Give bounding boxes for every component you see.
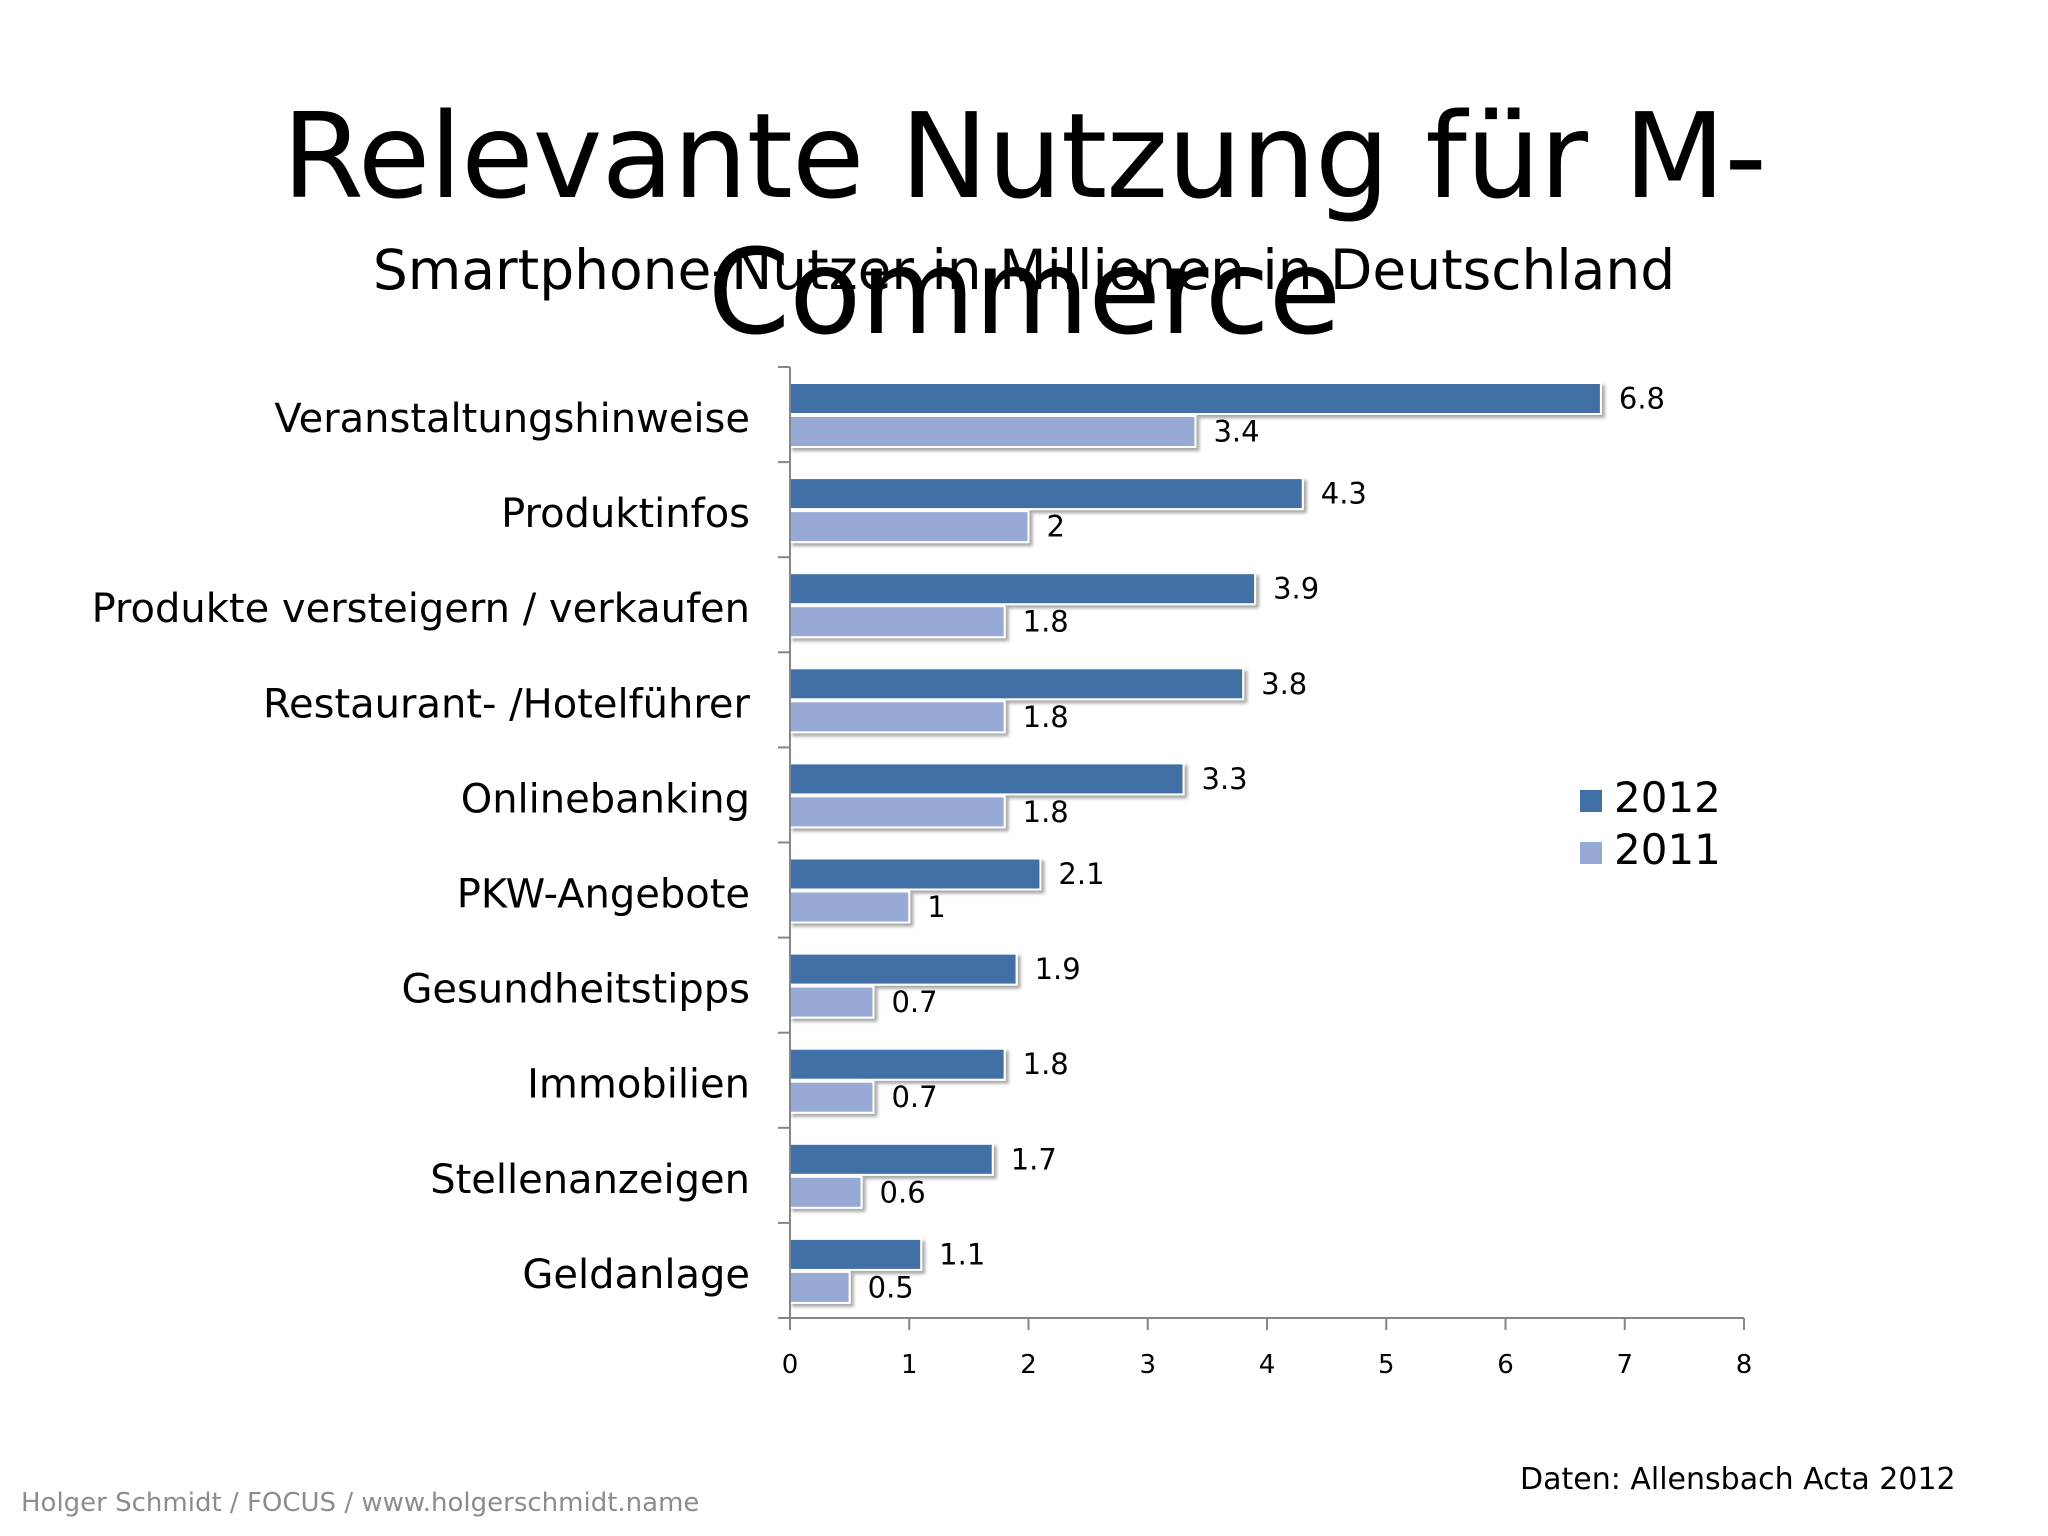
- data-label-2012-6: 2.1: [1058, 857, 1104, 891]
- data-source: Daten: Allensbach Acta 2012: [1520, 1462, 1956, 1497]
- data-label-2012-5: 3.3: [1202, 762, 1248, 796]
- slide-title: Relevante Nutzung für M-Commerce: [282, 87, 1767, 361]
- value-tick-label: 8: [1736, 1350, 1753, 1380]
- category-label-10: Geldanlage: [522, 1252, 750, 1298]
- category-label-3: Produkte versteigern / verkaufen: [92, 586, 750, 632]
- data-label-2011-4: 1.8: [1023, 700, 1069, 734]
- data-label-2011-8: 0.7: [891, 1080, 937, 1114]
- category-label-1: Veranstaltungshinweise: [274, 396, 750, 442]
- data-label-2012-8: 1.8: [1023, 1047, 1069, 1081]
- data-label-2011-6: 1: [927, 890, 945, 924]
- footer-credit: Holger Schmidt / FOCUS / www.holgerschmi…: [21, 1488, 700, 1518]
- category-label-6: PKW-Angebote: [457, 872, 750, 918]
- data-label-2011-10: 0.5: [868, 1270, 914, 1304]
- value-tick-label: 2: [1020, 1350, 1037, 1380]
- data-label-2011-1: 3.4: [1213, 415, 1259, 449]
- legend-swatch-2012: [1580, 790, 1602, 812]
- data-label-2012-2: 4.3: [1321, 477, 1367, 511]
- value-tick-label: 6: [1497, 1350, 1514, 1380]
- category-label-7: Gesundheitstipps: [401, 967, 750, 1013]
- bar-2012-7: [789, 952, 1018, 986]
- bar-2012-5: [789, 762, 1185, 796]
- value-tick-label: 3: [1139, 1350, 1156, 1380]
- bar-2012-9: [789, 1142, 994, 1176]
- bar-2011-1: [789, 415, 1197, 448]
- bar-2011-7: [789, 985, 875, 1019]
- bar-2011-10: [789, 1270, 851, 1304]
- data-label-2012-1: 6.8: [1619, 382, 1665, 416]
- bar-2011-2: [789, 510, 1030, 544]
- data-label-2011-5: 1.8: [1023, 795, 1069, 829]
- bar-2012-2: [789, 477, 1304, 511]
- bar-2012-8: [789, 1047, 1006, 1081]
- legend-label-2011: 2011: [1614, 825, 1721, 874]
- category-label-4: Restaurant- /Hotelführer: [263, 681, 751, 727]
- data-label-2011-7: 0.7: [891, 985, 937, 1019]
- legend-label-2012: 2012: [1614, 773, 1721, 822]
- bar-2012-3: [789, 572, 1257, 606]
- category-label-8: Immobilien: [527, 1062, 750, 1108]
- data-label-2011-9: 0.6: [880, 1175, 926, 1209]
- bar-2012-6: [789, 857, 1042, 891]
- value-tick-label: 1: [901, 1350, 918, 1380]
- data-label-2012-4: 3.8: [1261, 667, 1307, 701]
- bar-2012-10: [789, 1237, 923, 1271]
- bar-2012-1: [789, 382, 1602, 415]
- data-label-2011-2: 2: [1047, 510, 1065, 544]
- value-tick-label: 4: [1259, 1350, 1276, 1380]
- bar-2011-4: [789, 700, 1006, 734]
- data-label-2012-3: 3.9: [1273, 572, 1319, 606]
- data-label-2012-9: 1.7: [1011, 1142, 1057, 1176]
- value-tick-label: 0: [782, 1350, 799, 1380]
- data-label-2012-10: 1.1: [939, 1237, 985, 1271]
- category-label-2: Produktinfos: [501, 491, 750, 537]
- legend-swatch-2011: [1580, 842, 1602, 864]
- slide-subtitle: Smartphone-Nutzer in Millionen in Deutsc…: [372, 238, 1676, 302]
- bar-2011-8: [789, 1080, 875, 1114]
- data-label-2011-3: 1.8: [1023, 605, 1069, 639]
- bar-2011-6: [789, 890, 911, 924]
- bar-2012-4: [789, 667, 1245, 701]
- category-label-9: Stellenanzeigen: [430, 1157, 750, 1203]
- data-label-2012-7: 1.9: [1035, 952, 1081, 986]
- bar-2011-9: [789, 1175, 863, 1209]
- bar-2011-3: [789, 605, 1006, 639]
- category-label-5: Onlinebanking: [461, 776, 750, 822]
- value-tick-label: 7: [1616, 1350, 1633, 1380]
- bar-2011-5: [789, 795, 1006, 829]
- value-tick-label: 5: [1378, 1350, 1395, 1380]
